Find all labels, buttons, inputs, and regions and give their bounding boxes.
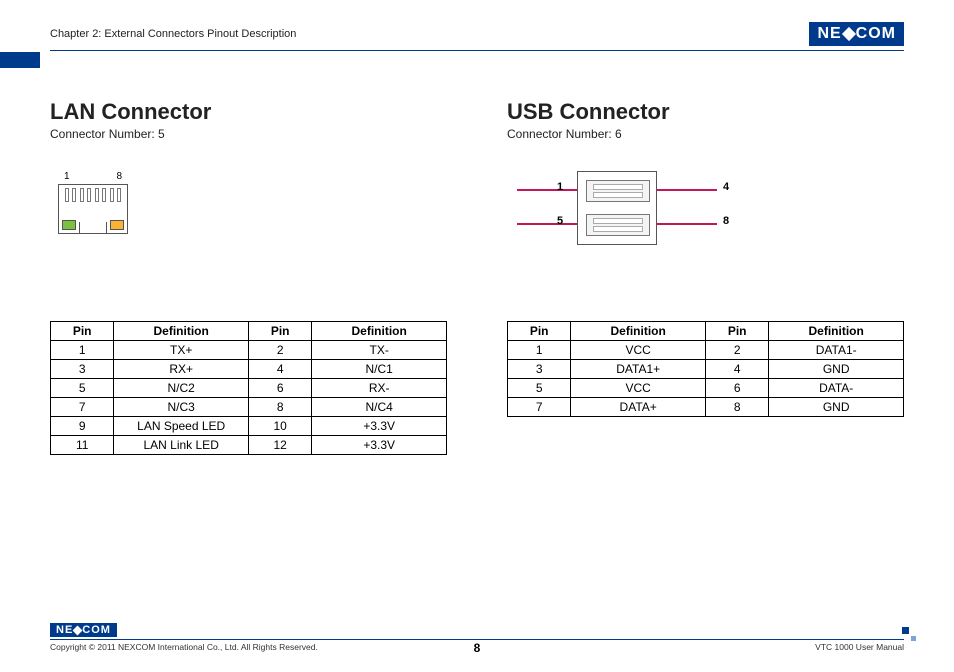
rj45-pin1-label: 1 — [64, 171, 70, 182]
th-def: Definition — [571, 322, 706, 341]
rj45-pin8-label: 8 — [116, 171, 122, 182]
usb-title: USB Connector — [507, 99, 904, 125]
table-row: 11LAN Link LED12+3.3V — [51, 436, 447, 455]
footer-logo: NE COM — [50, 623, 117, 637]
page-number: 8 — [474, 641, 481, 655]
table-row: 3DATA1+4GND — [508, 360, 904, 379]
table-row: 9LAN Speed LED10+3.3V — [51, 417, 447, 436]
usb-diagram: 1 4 5 8 — [507, 171, 904, 281]
usb-port-top-icon — [586, 180, 650, 202]
table-row: 5VCC6DATA- — [508, 379, 904, 398]
usb-pinout-table: Pin Definition Pin Definition 1VCC2DATA1… — [507, 321, 904, 417]
logo-cut-icon — [842, 27, 856, 41]
rj45-led-green-icon — [62, 220, 76, 230]
lan-table-body: 1TX+2TX- 3RX+4N/C1 5N/C26RX- 7N/C38N/C4 … — [51, 341, 447, 455]
usb-pin5-label: 5 — [557, 215, 563, 227]
logo-text-left: NE — [56, 624, 73, 636]
table-row: 1VCC2DATA1- — [508, 341, 904, 360]
th-pin: Pin — [508, 322, 571, 341]
table-row: 7N/C38N/C4 — [51, 398, 447, 417]
header-bar: Chapter 2: External Connectors Pinout De… — [50, 22, 904, 51]
th-def: Definition — [769, 322, 904, 341]
logo-cut-icon — [73, 625, 83, 635]
th-def: Definition — [312, 322, 447, 341]
usb-pin1-label: 1 — [557, 181, 563, 193]
usb-pin4-label: 4 — [723, 181, 729, 193]
lan-subtitle: Connector Number: 5 — [50, 127, 447, 141]
manual-name: VTC 1000 User Manual — [815, 642, 904, 652]
copyright-text: Copyright © 2011 NEXCOM International Co… — [50, 642, 318, 652]
logo-text-right: COM — [82, 624, 111, 636]
usb-section: USB Connector Connector Number: 6 1 4 5 … — [507, 99, 904, 455]
logo-text-left: NE — [817, 25, 841, 43]
lan-section: LAN Connector Connector Number: 5 1 8 — [50, 99, 447, 455]
usb-subtitle: Connector Number: 6 — [507, 127, 904, 141]
usb-port-bottom-icon — [586, 214, 650, 236]
lan-diagram: 1 8 — [50, 171, 447, 281]
content-columns: LAN Connector Connector Number: 5 1 8 — [50, 99, 904, 455]
rj45-led-orange-icon — [110, 220, 124, 230]
table-row: 5N/C26RX- — [51, 379, 447, 398]
side-accent-bar — [0, 52, 40, 68]
th-pin: Pin — [248, 322, 311, 341]
usb-pin8-label: 8 — [723, 215, 729, 227]
table-row: 7DATA+8GND — [508, 398, 904, 417]
footer-squares-icon — [902, 627, 916, 641]
logo-text-right: COM — [856, 25, 896, 43]
table-row: 1TX+2TX- — [51, 341, 447, 360]
th-pin: Pin — [705, 322, 768, 341]
lan-pinout-table: Pin Definition Pin Definition 1TX+2TX- 3… — [50, 321, 447, 455]
brand-logo: NE COM — [809, 22, 904, 46]
rj45-connector-icon: 1 8 — [58, 171, 128, 234]
footer: NE COM Copyright © 2011 NEXCOM Internati… — [50, 639, 904, 652]
chapter-title: Chapter 2: External Connectors Pinout De… — [50, 28, 296, 40]
th-pin: Pin — [51, 322, 114, 341]
table-row: 3RX+4N/C1 — [51, 360, 447, 379]
th-def: Definition — [114, 322, 249, 341]
lan-title: LAN Connector — [50, 99, 447, 125]
usb-table-body: 1VCC2DATA1- 3DATA1+4GND 5VCC6DATA- 7DATA… — [508, 341, 904, 417]
